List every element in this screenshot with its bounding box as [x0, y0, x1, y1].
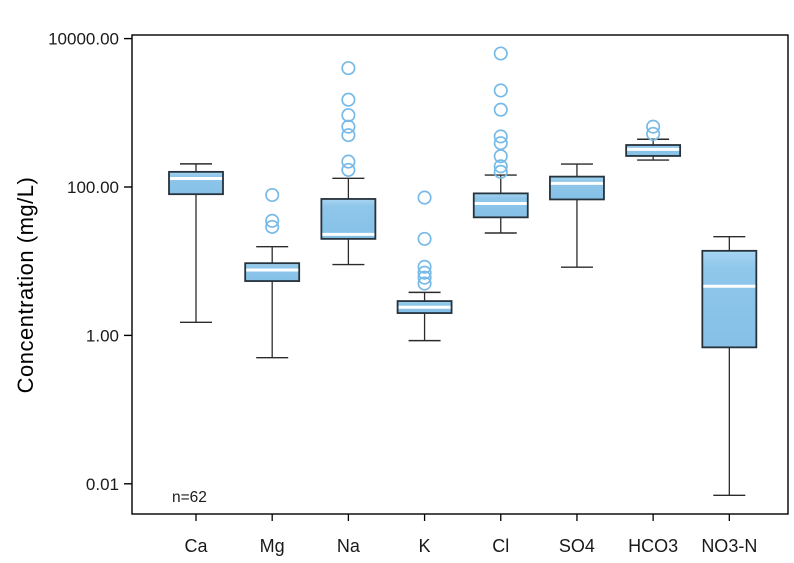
box-group-hco3 — [625, 119, 682, 161]
outlier-point — [646, 119, 661, 134]
outlier-point — [493, 129, 508, 144]
box-group-ca — [168, 163, 224, 324]
x-category-label: SO4 — [559, 536, 595, 556]
outlier-point — [417, 259, 432, 274]
iqr-box — [168, 170, 224, 196]
box-group-mg — [244, 187, 301, 359]
x-category-label: Mg — [260, 536, 285, 556]
y-tick-label: 10000.00 — [48, 30, 119, 49]
box-group-no3-n — [701, 235, 758, 496]
outlier-point — [265, 213, 280, 228]
iqr-box — [549, 175, 605, 201]
outlier-point — [493, 159, 508, 174]
iqr-box — [320, 198, 377, 240]
plot-border — [131, 34, 789, 515]
outlier-point — [417, 231, 432, 246]
outlier-point — [341, 108, 356, 123]
sample-size-annotation: n=62 — [172, 489, 207, 506]
outlier-point — [341, 119, 356, 134]
x-category-label: Cl — [492, 536, 509, 556]
outlier-point — [493, 164, 508, 179]
outlier-point — [265, 187, 280, 203]
y-tick-label: 0.01 — [86, 475, 119, 494]
outlier-point — [493, 149, 508, 164]
outlier-point — [341, 154, 356, 169]
iqr-box — [244, 262, 301, 282]
x-category-label: NO3-N — [701, 536, 757, 556]
box-group-so4 — [549, 163, 605, 268]
outlier-point — [417, 276, 432, 291]
boxes-layer — [168, 46, 758, 496]
outlier-point — [265, 219, 280, 234]
x-category-label: Na — [337, 536, 361, 556]
outlier-point — [341, 92, 356, 107]
outlier-point — [341, 162, 356, 177]
x-category-label: Ca — [184, 536, 208, 556]
y-tick-label: 1.00 — [86, 326, 119, 345]
outlier-point — [417, 270, 432, 285]
outlier-point — [341, 61, 356, 76]
outlier-point — [493, 102, 508, 117]
box-group-na — [320, 61, 377, 266]
outlier-point — [417, 190, 432, 205]
box-group-cl — [472, 46, 529, 234]
axes-layer: 0.01 1.00 100.00 10000.00 Ca Mg Na K Cl SO4 HCO3 NO… — [48, 30, 789, 556]
outlier-point — [417, 265, 432, 280]
iqr-box — [701, 249, 758, 349]
x-category-label: HCO3 — [628, 536, 678, 556]
box-group-k — [396, 190, 453, 342]
iqr-box — [472, 192, 529, 219]
outlier-point — [493, 83, 508, 98]
outlier-point — [646, 126, 661, 141]
y-tick-label: 100.00 — [67, 178, 119, 197]
outlier-point — [341, 128, 356, 143]
outlier-point — [493, 46, 508, 61]
x-category-label: K — [419, 536, 431, 556]
